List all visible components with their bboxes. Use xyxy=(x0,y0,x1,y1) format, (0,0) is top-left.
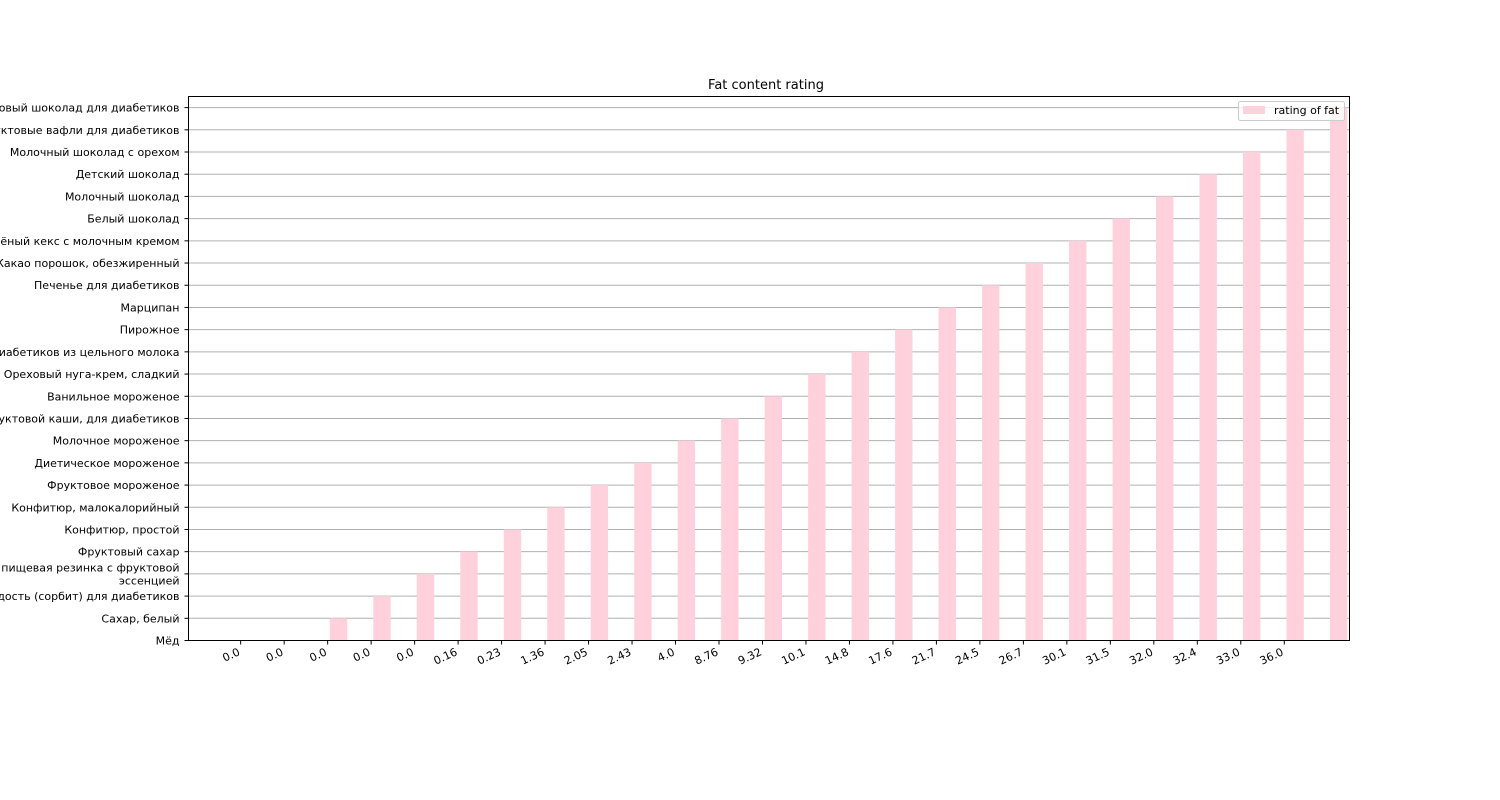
y-tick-label: Пирожное xyxy=(120,324,180,337)
x-tick-label: 36.0 xyxy=(1258,645,1286,667)
y-tick-label: Фруктовое мороженое xyxy=(47,479,180,492)
x-tick-label: 26.7 xyxy=(997,645,1025,667)
bar xyxy=(416,573,435,641)
bar xyxy=(764,396,783,641)
y-tick-label: Белый шоколад xyxy=(87,213,180,226)
bar xyxy=(677,440,696,641)
x-tick-label: 0.0 xyxy=(221,645,242,664)
y-tick-label: Мёд xyxy=(156,635,180,648)
bar xyxy=(1069,240,1087,641)
x-tick-label: 0.16 xyxy=(432,645,460,667)
bar xyxy=(1156,196,1174,641)
y-tick-label: Горький ореховый шоколад для диабетиков xyxy=(0,102,180,115)
bar xyxy=(547,507,565,641)
x-tick-label: 0.0 xyxy=(395,645,416,664)
x-tick-label: 2.05 xyxy=(562,645,590,667)
bar xyxy=(460,551,478,641)
x-tick-label: 32.0 xyxy=(1127,645,1155,667)
bar xyxy=(503,529,522,641)
x-tick-label: 10.1 xyxy=(780,645,808,667)
y-tick-label: Конфитюр, простой xyxy=(64,523,179,536)
y-tick-label: Молочный шоколад xyxy=(65,190,180,203)
y-tick-label: Печенье для диабетиков xyxy=(34,279,179,292)
y-tick-label: Диетическое мороженое xyxy=(34,457,179,470)
bar xyxy=(1025,263,1043,641)
y-tick-label: Сахар, белый xyxy=(101,612,179,625)
y-tick-label: Фруктовые вафли для диабетиков xyxy=(0,124,180,137)
x-tick-label: 9.32 xyxy=(736,645,764,667)
x-tick-label: 17.6 xyxy=(866,645,894,667)
x-axis: 0.0 0.0 0.0 0.0 0.0 0.16 0.23 1.36 2.05 2.43 4.0 8.… xyxy=(221,640,1286,668)
bar xyxy=(1199,174,1217,641)
x-tick-label: 32.4 xyxy=(1171,645,1199,667)
bar xyxy=(938,307,956,641)
y-tick-label: Фруктовый сахар xyxy=(78,546,180,559)
y-tick-label: Сдобный печёный кекс с молочным кремом xyxy=(0,235,180,248)
bar xyxy=(1286,129,1304,641)
x-tick-label: 21.7 xyxy=(910,645,938,667)
bar xyxy=(1329,107,1348,641)
bar xyxy=(982,285,1000,641)
x-tick-label: 30.1 xyxy=(1040,645,1068,667)
x-tick-label: 24.5 xyxy=(953,645,981,667)
x-tick-label: 1.36 xyxy=(519,645,547,667)
legend-label: rating of fat xyxy=(1274,104,1340,117)
y-tick-label: Жевательная пищевая резинка с фруктовойэ… xyxy=(0,561,180,587)
x-tick-label: 31.5 xyxy=(1084,645,1112,667)
bar xyxy=(895,329,913,641)
y-tick-label: Молочный шоколад с орехом xyxy=(10,146,180,159)
bar xyxy=(851,351,870,641)
bar xyxy=(373,596,391,641)
y-tick-label: Ванильное мороженое xyxy=(47,390,180,403)
plot-frame xyxy=(188,96,1350,641)
bar xyxy=(634,462,652,641)
x-tick-label: 0.0 xyxy=(264,645,285,664)
y-tick-label: Детский шоколад xyxy=(76,168,180,181)
x-tick-label: 0.0 xyxy=(308,645,329,664)
bar xyxy=(1242,152,1261,641)
y-tick-label: Смесь для фруктовой каши, для диабетиков xyxy=(0,412,180,425)
bar xyxy=(329,618,348,641)
bars xyxy=(329,107,1348,641)
y-tick-label: Какао порошок, обезжиренный xyxy=(0,257,180,270)
bar xyxy=(590,485,609,641)
x-tick-label: 0.0 xyxy=(351,645,372,664)
bar xyxy=(721,418,739,641)
x-tick-label: 0.23 xyxy=(475,645,503,667)
x-tick-label: 8.76 xyxy=(693,645,721,667)
y-axis: Мёд Сахар, белый Сладость (сорбит) для диа… xyxy=(0,102,189,648)
bar xyxy=(1112,218,1130,641)
y-tick-label: Марципан xyxy=(121,301,180,314)
legend-swatch xyxy=(1243,106,1265,114)
x-tick-label: 2.43 xyxy=(606,645,634,667)
y-tick-label: Молочное мороженое xyxy=(53,435,180,448)
y-tick-label: Конфитюр, малокалорийный xyxy=(11,501,179,514)
chart-title: Fat content rating xyxy=(708,78,824,93)
y-tick-label: Сладость (сорбит) для диабетиков xyxy=(0,590,180,603)
x-tick-label: 4.0 xyxy=(655,645,676,664)
bar xyxy=(808,374,826,641)
x-tick-label: 33.0 xyxy=(1214,645,1242,667)
x-tick-label: 14.8 xyxy=(823,645,851,667)
y-tick-label: Шоколад для диабетиков из цельного молок… xyxy=(0,346,180,359)
legend: rating of fat xyxy=(1238,101,1345,121)
y-tick-label: Ореховый нуга-крем, сладкий xyxy=(4,368,180,381)
